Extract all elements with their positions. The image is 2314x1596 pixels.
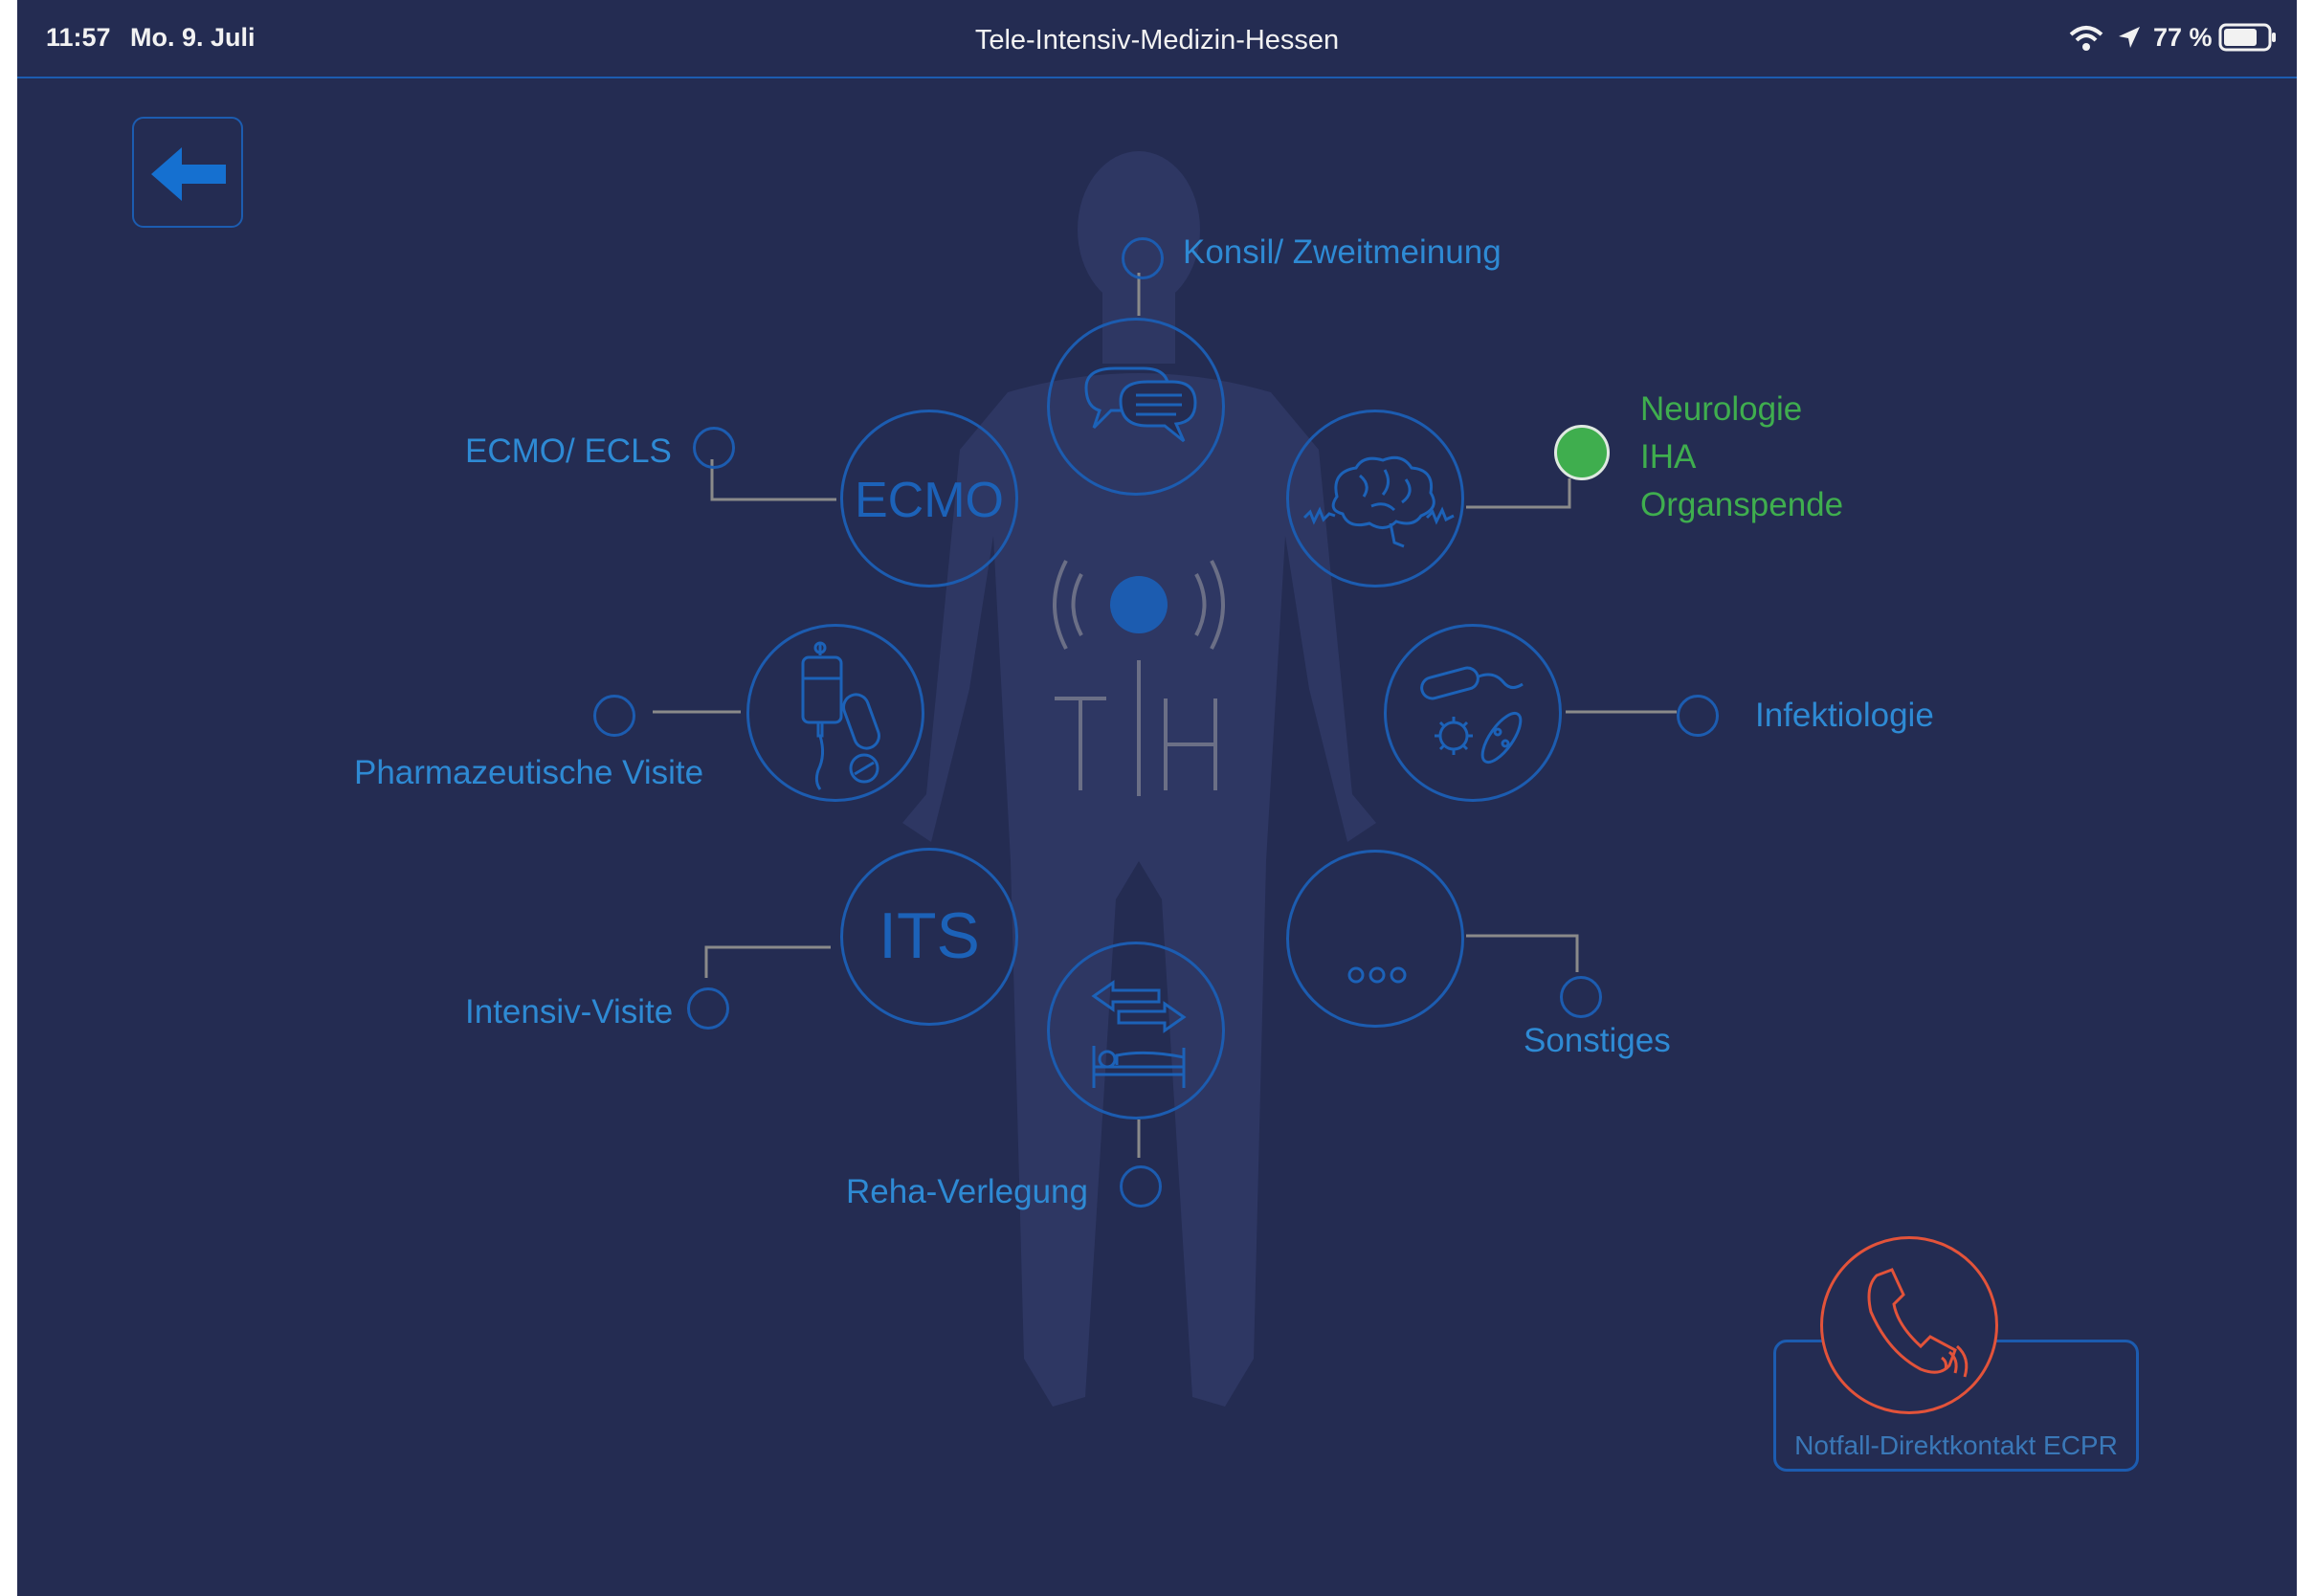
- app-title: Tele-Intensiv-Medizin-Hessen: [974, 25, 1340, 55]
- wifi-icon: [2069, 26, 2103, 51]
- reha-label[interactable]: Reha-Verlegung: [846, 1173, 1088, 1210]
- iv-drip-pills-icon: [801, 641, 880, 790]
- its-button[interactable]: ITS: [840, 848, 1018, 1026]
- reha-button[interactable]: [1047, 942, 1225, 1119]
- infekt-label[interactable]: Infektiologie: [1755, 697, 1934, 734]
- app-screen: 11:57 Mo. 9. Juli Tele-Intensiv-Medizin-…: [17, 0, 2297, 1596]
- pharma-label[interactable]: Pharmazeutische Visite: [354, 754, 704, 791]
- back-button[interactable]: [132, 117, 243, 228]
- tih-logo-dot: [1110, 576, 1168, 633]
- node-pharma[interactable]: [593, 695, 635, 737]
- emergency-label: Notfall-Direktkontakt ECPR: [1794, 1430, 2118, 1460]
- node-infekt[interactable]: [1677, 695, 1719, 737]
- sonstiges-label[interactable]: Sonstiges: [1524, 1022, 1671, 1059]
- connector-ecmo: [710, 459, 836, 501]
- node-reha[interactable]: [1120, 1165, 1162, 1208]
- tih-logo: [1053, 560, 1225, 796]
- chat-bubbles-icon: [1084, 366, 1197, 443]
- ecmo-circle-text: ECMO: [855, 473, 1004, 528]
- arrow-left-icon: [151, 147, 226, 201]
- brain-icon: [1302, 455, 1455, 548]
- konsil-button[interactable]: [1047, 318, 1225, 496]
- node-sonstiges[interactable]: [1560, 976, 1602, 1018]
- battery-percent: 77 %: [2153, 23, 2213, 52]
- battery-icon: [2218, 23, 2276, 52]
- connector-sonstiges: [1466, 934, 1579, 972]
- ecmo-button[interactable]: ECMO: [840, 410, 1018, 587]
- konsil-label[interactable]: Konsil/ Zweitmeinung: [1183, 233, 1502, 271]
- infekt-button[interactable]: [1384, 624, 1562, 802]
- node-its[interactable]: [687, 987, 729, 1030]
- neuro-button[interactable]: [1286, 410, 1464, 587]
- node-ecmo[interactable]: [693, 427, 735, 469]
- its-label[interactable]: Intensiv-Visite: [465, 993, 674, 1031]
- more-dots-icon: [1347, 966, 1407, 984]
- status-date: Mo. 9. Juli: [130, 23, 256, 52]
- node-neuro-active[interactable]: [1554, 425, 1610, 480]
- location-arrow-icon: [2119, 27, 2140, 48]
- connector-neuro: [1466, 478, 1571, 509]
- its-circle-text: ITS: [879, 899, 980, 972]
- microbes-icon: [1420, 666, 1524, 765]
- node-konsil[interactable]: [1122, 237, 1164, 279]
- pharma-button[interactable]: [746, 624, 924, 802]
- status-time: 11:57: [46, 23, 111, 52]
- phone-icon: [1867, 1268, 1969, 1378]
- neuro-label-organspende[interactable]: Organspende: [1640, 486, 1844, 523]
- neuro-label-neurologie[interactable]: Neurologie: [1640, 390, 1803, 428]
- status-bar: 11:57 Mo. 9. Juli Tele-Intensiv-Medizin-…: [17, 0, 2297, 78]
- sonstiges-button[interactable]: [1286, 850, 1464, 1028]
- bed-transfer-icon: [1091, 980, 1187, 1088]
- neuro-label-iha[interactable]: IHA: [1640, 438, 1697, 476]
- emergency-call-button[interactable]: [1820, 1236, 1998, 1414]
- connector-its: [704, 945, 831, 978]
- ecmo-label[interactable]: ECMO/ ECLS: [465, 432, 672, 470]
